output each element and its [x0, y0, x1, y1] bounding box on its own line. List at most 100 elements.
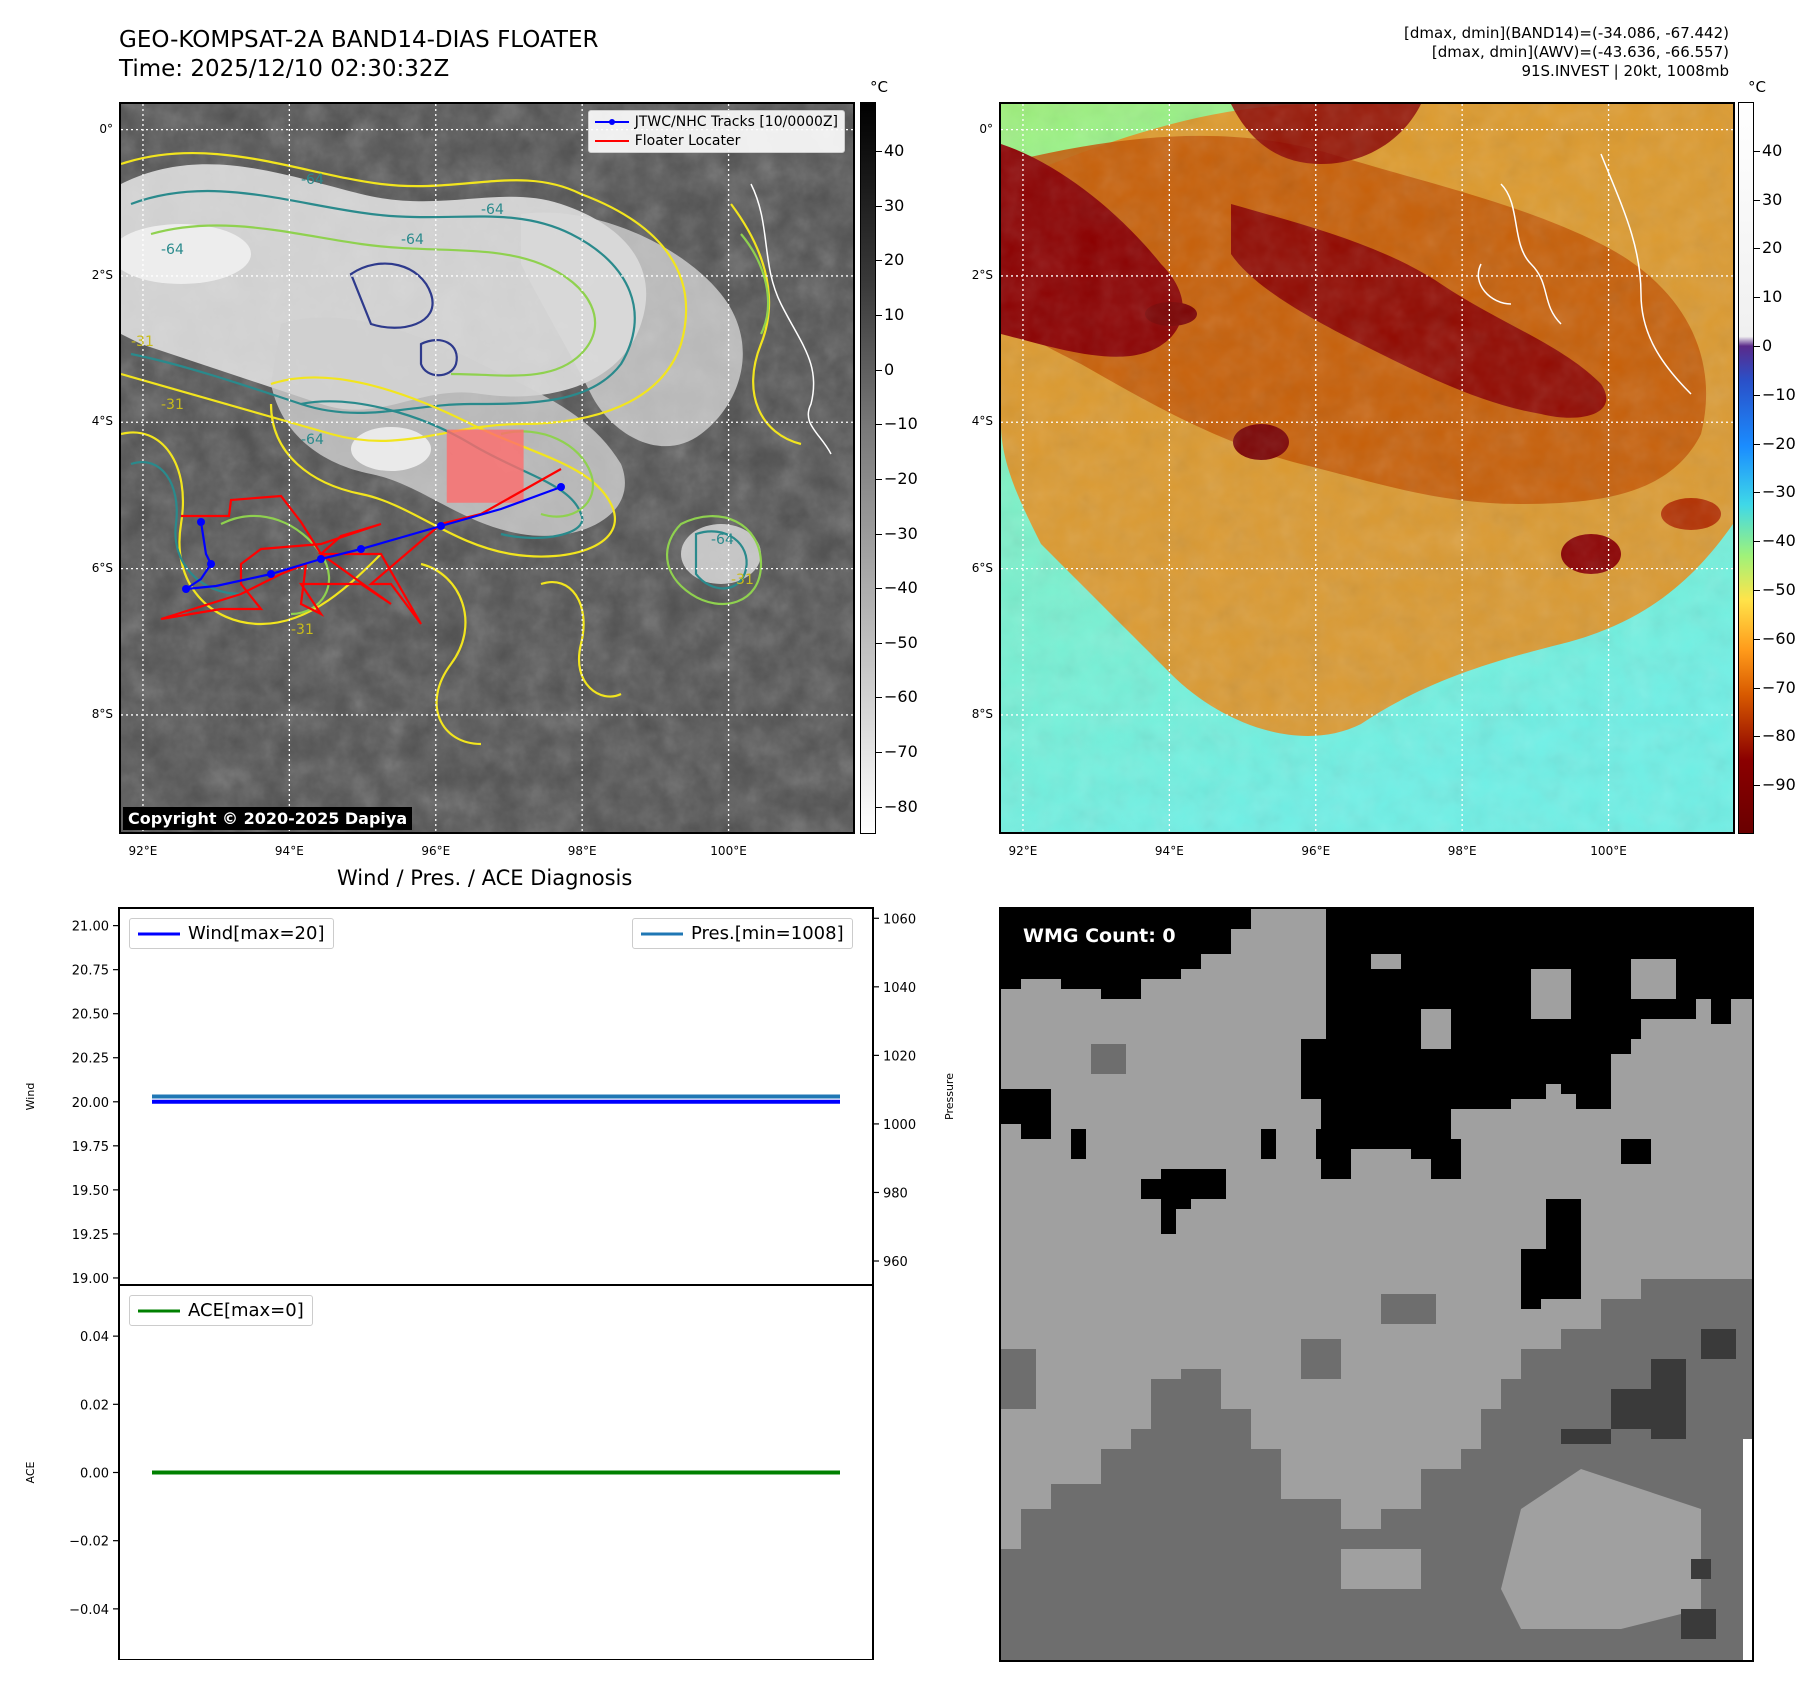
contour-label: -31	[161, 397, 184, 413]
colorbar-tick-mark	[1754, 199, 1760, 201]
colorbar-tick-mark	[876, 642, 882, 644]
floater-locater-path	[160, 468, 562, 625]
colorbar-tick-label: −10	[1762, 384, 1796, 404]
lat-label: 0°	[979, 121, 993, 136]
floater-locater-box	[446, 429, 524, 503]
y-right-tick-label: 1060	[883, 912, 916, 927]
legend-floater-swatch	[594, 140, 629, 142]
lon-label: 94°E	[274, 844, 304, 858]
colorbar-tick-label: 40	[1762, 140, 1783, 160]
legend-floater-label: Floater Locater	[634, 133, 741, 149]
colorbar-tick-mark	[1754, 297, 1760, 299]
color-colorbar-unit: °C	[1748, 78, 1766, 96]
ace-legend-swatch	[138, 1309, 180, 1312]
track-point	[267, 570, 275, 578]
contour-label: -31	[131, 334, 154, 350]
y-tick-label: 19.25	[72, 1228, 109, 1243]
lon-label: 100°E	[710, 844, 747, 858]
colorbar-tick-label: −80	[884, 796, 918, 816]
gridlines	[1001, 104, 1733, 832]
y-tick-label: 19.75	[72, 1140, 109, 1155]
colorbar-tick-label: 40	[884, 141, 905, 161]
colorbar-tick-label: 20	[884, 250, 905, 270]
awv-texture	[1001, 104, 1733, 832]
lon-label: 100°E	[1590, 844, 1627, 858]
colorbar-tick-mark	[1754, 687, 1760, 689]
y-axis-label: ACE	[24, 1461, 37, 1483]
wmg-light-patch	[1341, 1469, 1701, 1629]
colorbar-tick-mark	[1754, 443, 1760, 445]
ace-legend: ACE[max=0]	[129, 1295, 313, 1326]
lat-label: 2°S	[91, 267, 113, 282]
y-right-tick-label: 960	[883, 1255, 908, 1270]
lat-label: 8°S	[971, 706, 993, 721]
colorbar-tick-mark	[876, 752, 882, 754]
band14-map-panel: -64 -64 -64 -64 -64 -64 -31 -31 -31 -31 …	[119, 102, 855, 834]
cold-cloud-mass	[521, 212, 743, 447]
wmg-white-edge	[1743, 1439, 1752, 1660]
wmg-pixel-grid	[1001, 909, 1752, 1660]
map-legend: JTWC/NHC Tracks [10/0000Z] Floater Locat…	[587, 110, 845, 153]
track-point	[182, 585, 190, 593]
colorbar-tick-label: −60	[884, 687, 918, 707]
colorbar-tick-mark	[1754, 590, 1760, 591]
colorbar-tick-label: 30	[1762, 189, 1783, 209]
pressure-legend: Pres.[min=1008]	[632, 918, 853, 949]
lon-label: 98°E	[1447, 844, 1477, 858]
lat-label: 0°	[99, 121, 113, 136]
info-line-1: [dmax, dmin](BAND14)=(-34.086, -67.442)	[1404, 24, 1729, 42]
contour-labels: -64 -64 -64 -64 -64 -64	[161, 172, 734, 548]
colorbar-tick-label: −80	[1762, 726, 1796, 746]
track-point	[197, 518, 205, 526]
colorbar-tick-mark	[876, 315, 882, 317]
y-tick-label: −0.04	[69, 1603, 109, 1618]
y-tick-label: 20.50	[72, 1008, 109, 1023]
diagnosis-title: Wind / Pres. / ACE Diagnosis	[337, 866, 633, 890]
wmg-dark-cells	[1561, 1329, 1736, 1639]
wind-pressure-chart: 21.00 20.75 20.50 20.25 20.00 19.75 19.50 19.25…	[24, 907, 956, 1660]
awv-map-panel	[999, 102, 1735, 834]
cold-cloud-mass	[351, 427, 431, 471]
colorbar-tick-label: −50	[1762, 580, 1796, 599]
colorbar-tick-label: −10	[884, 414, 918, 434]
y-tick-label: −0.02	[69, 1535, 109, 1550]
y-tick-label: 20.00	[72, 1096, 109, 1111]
band14-map-svg: -64 -64 -64 -64 -64 -64 -31 -31 -31 -31	[121, 104, 853, 832]
colorbar-tick-label: 0	[1762, 336, 1773, 355]
coastline	[750, 183, 832, 455]
y-tick-label: 19.50	[72, 1184, 109, 1199]
colorbar-tick-label: −30	[884, 523, 918, 543]
colorbar-tick-label: −90	[1762, 775, 1796, 795]
ace-chart-group: 0.04 0.02 0.00 −0.02 −0.04 ACE	[24, 1284, 874, 1660]
lat-label: 8°S	[91, 706, 113, 721]
colorbar-tick-mark	[1754, 785, 1760, 787]
colorbar-tick-label: 30	[884, 195, 905, 215]
colorbar-tick-label: −20	[1762, 433, 1796, 453]
title-line-1: GEO-KOMPSAT-2A BAND14-DIAS FLOATER	[119, 27, 599, 53]
lon-label: 94°E	[1154, 844, 1184, 858]
lon-label: 92°E	[1008, 844, 1038, 858]
colorbar-tick-mark	[1754, 150, 1760, 152]
awv-map-svg	[1001, 104, 1733, 832]
contour-labels-yellow: -31 -31 -31 -31	[131, 334, 754, 638]
contour-label: -64	[161, 242, 184, 258]
y-axis-label: Wind	[24, 1083, 37, 1111]
contour-label: -64	[301, 172, 324, 188]
y-tick-label: 0.02	[80, 1398, 109, 1413]
track-point	[557, 483, 565, 491]
y-right-axis-label: Pressure	[943, 1073, 956, 1120]
cold-cloud-mass	[271, 317, 625, 536]
y-tick-label: 0.04	[80, 1330, 109, 1345]
wmg-count-label: WMG Count: 0	[1015, 921, 1184, 951]
lon-label: 92°E	[128, 844, 158, 858]
copyright-label: Copyright © 2020-2025 Dapiya	[123, 807, 413, 830]
contour-label: -64	[301, 432, 324, 448]
contour-label: -64	[401, 232, 424, 248]
colorbar-tick-label: 20	[1762, 238, 1783, 258]
colorbar-tick-mark	[1754, 248, 1760, 250]
lat-label: 4°S	[91, 414, 113, 429]
gray-colorbar-unit: °C	[870, 78, 888, 96]
y-tick-label: 0.00	[80, 1467, 109, 1482]
lat-label: 6°S	[971, 560, 993, 575]
colorbar-tick-mark	[876, 424, 882, 426]
